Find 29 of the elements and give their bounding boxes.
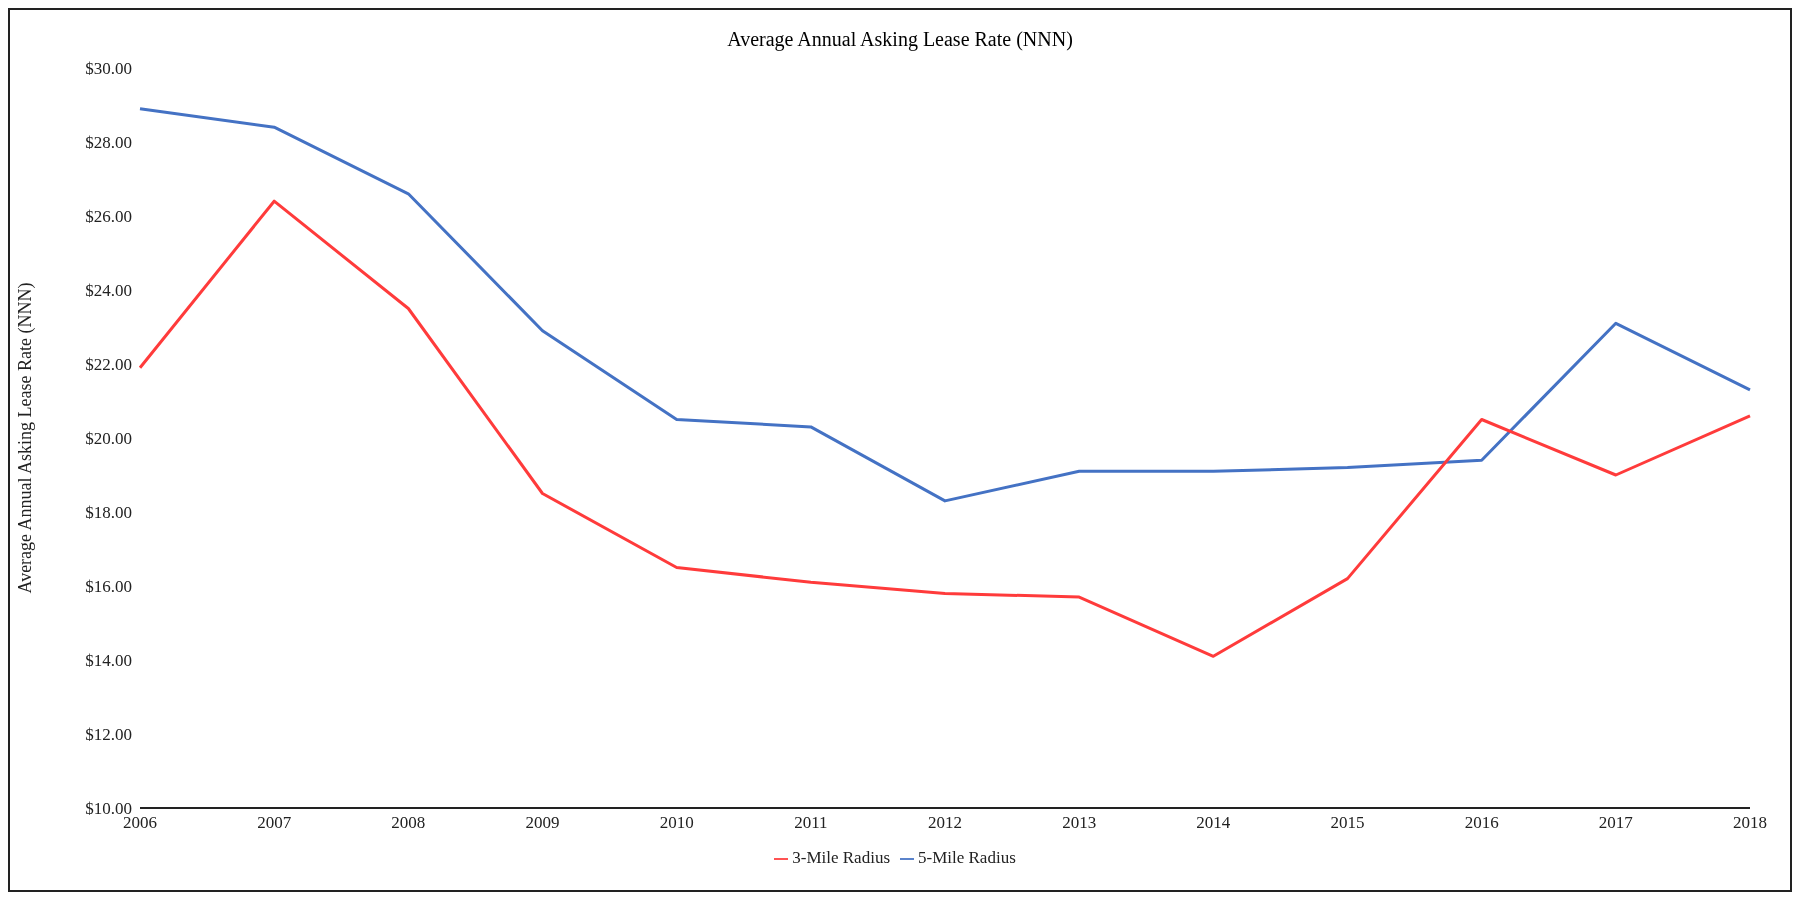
chart-title: Average Annual Asking Lease Rate (NNN) (726, 27, 1074, 53)
y-tick-label: $30.00 (85, 59, 132, 79)
x-tick-label: 2015 (1330, 813, 1365, 833)
x-tick-label: 2009 (525, 813, 560, 833)
x-tick-label: 2011 (794, 813, 828, 833)
y-tick-label: $14.00 (85, 651, 132, 671)
legend-label: 5-Mile Radius (918, 848, 1016, 867)
y-tick-label: $28.00 (85, 133, 132, 153)
y-tick-label: $24.00 (85, 281, 132, 301)
x-tick-label: 2010 (659, 813, 694, 833)
y-tick-label: $18.00 (85, 503, 132, 523)
y-tick-label: $16.00 (85, 577, 132, 597)
line-series (138, 199, 1752, 658)
x-tick-label: 2013 (1062, 813, 1097, 833)
x-tick-label: 2008 (391, 813, 426, 833)
x-tick-label: 2016 (1464, 813, 1499, 833)
y-tick-label: $20.00 (85, 429, 132, 449)
x-tick-label: 2014 (1196, 813, 1231, 833)
legend-label: 3-Mile Radius (792, 848, 890, 867)
y-tick-label: $22.00 (85, 355, 132, 375)
x-tick-label: 2018 (1733, 813, 1767, 833)
y-axis-title: Average Annual Asking Lease Rate (NNN) (15, 282, 37, 594)
y-tick-label: $12.00 (85, 725, 132, 745)
x-tick-label: 2017 (1598, 813, 1634, 833)
x-tick-label: 2012 (928, 813, 962, 833)
x-tick-label: 2007 (257, 813, 292, 833)
y-tick-label: $26.00 (85, 207, 132, 227)
x-tick-label: 2006 (123, 813, 157, 833)
line-series (138, 107, 1752, 503)
